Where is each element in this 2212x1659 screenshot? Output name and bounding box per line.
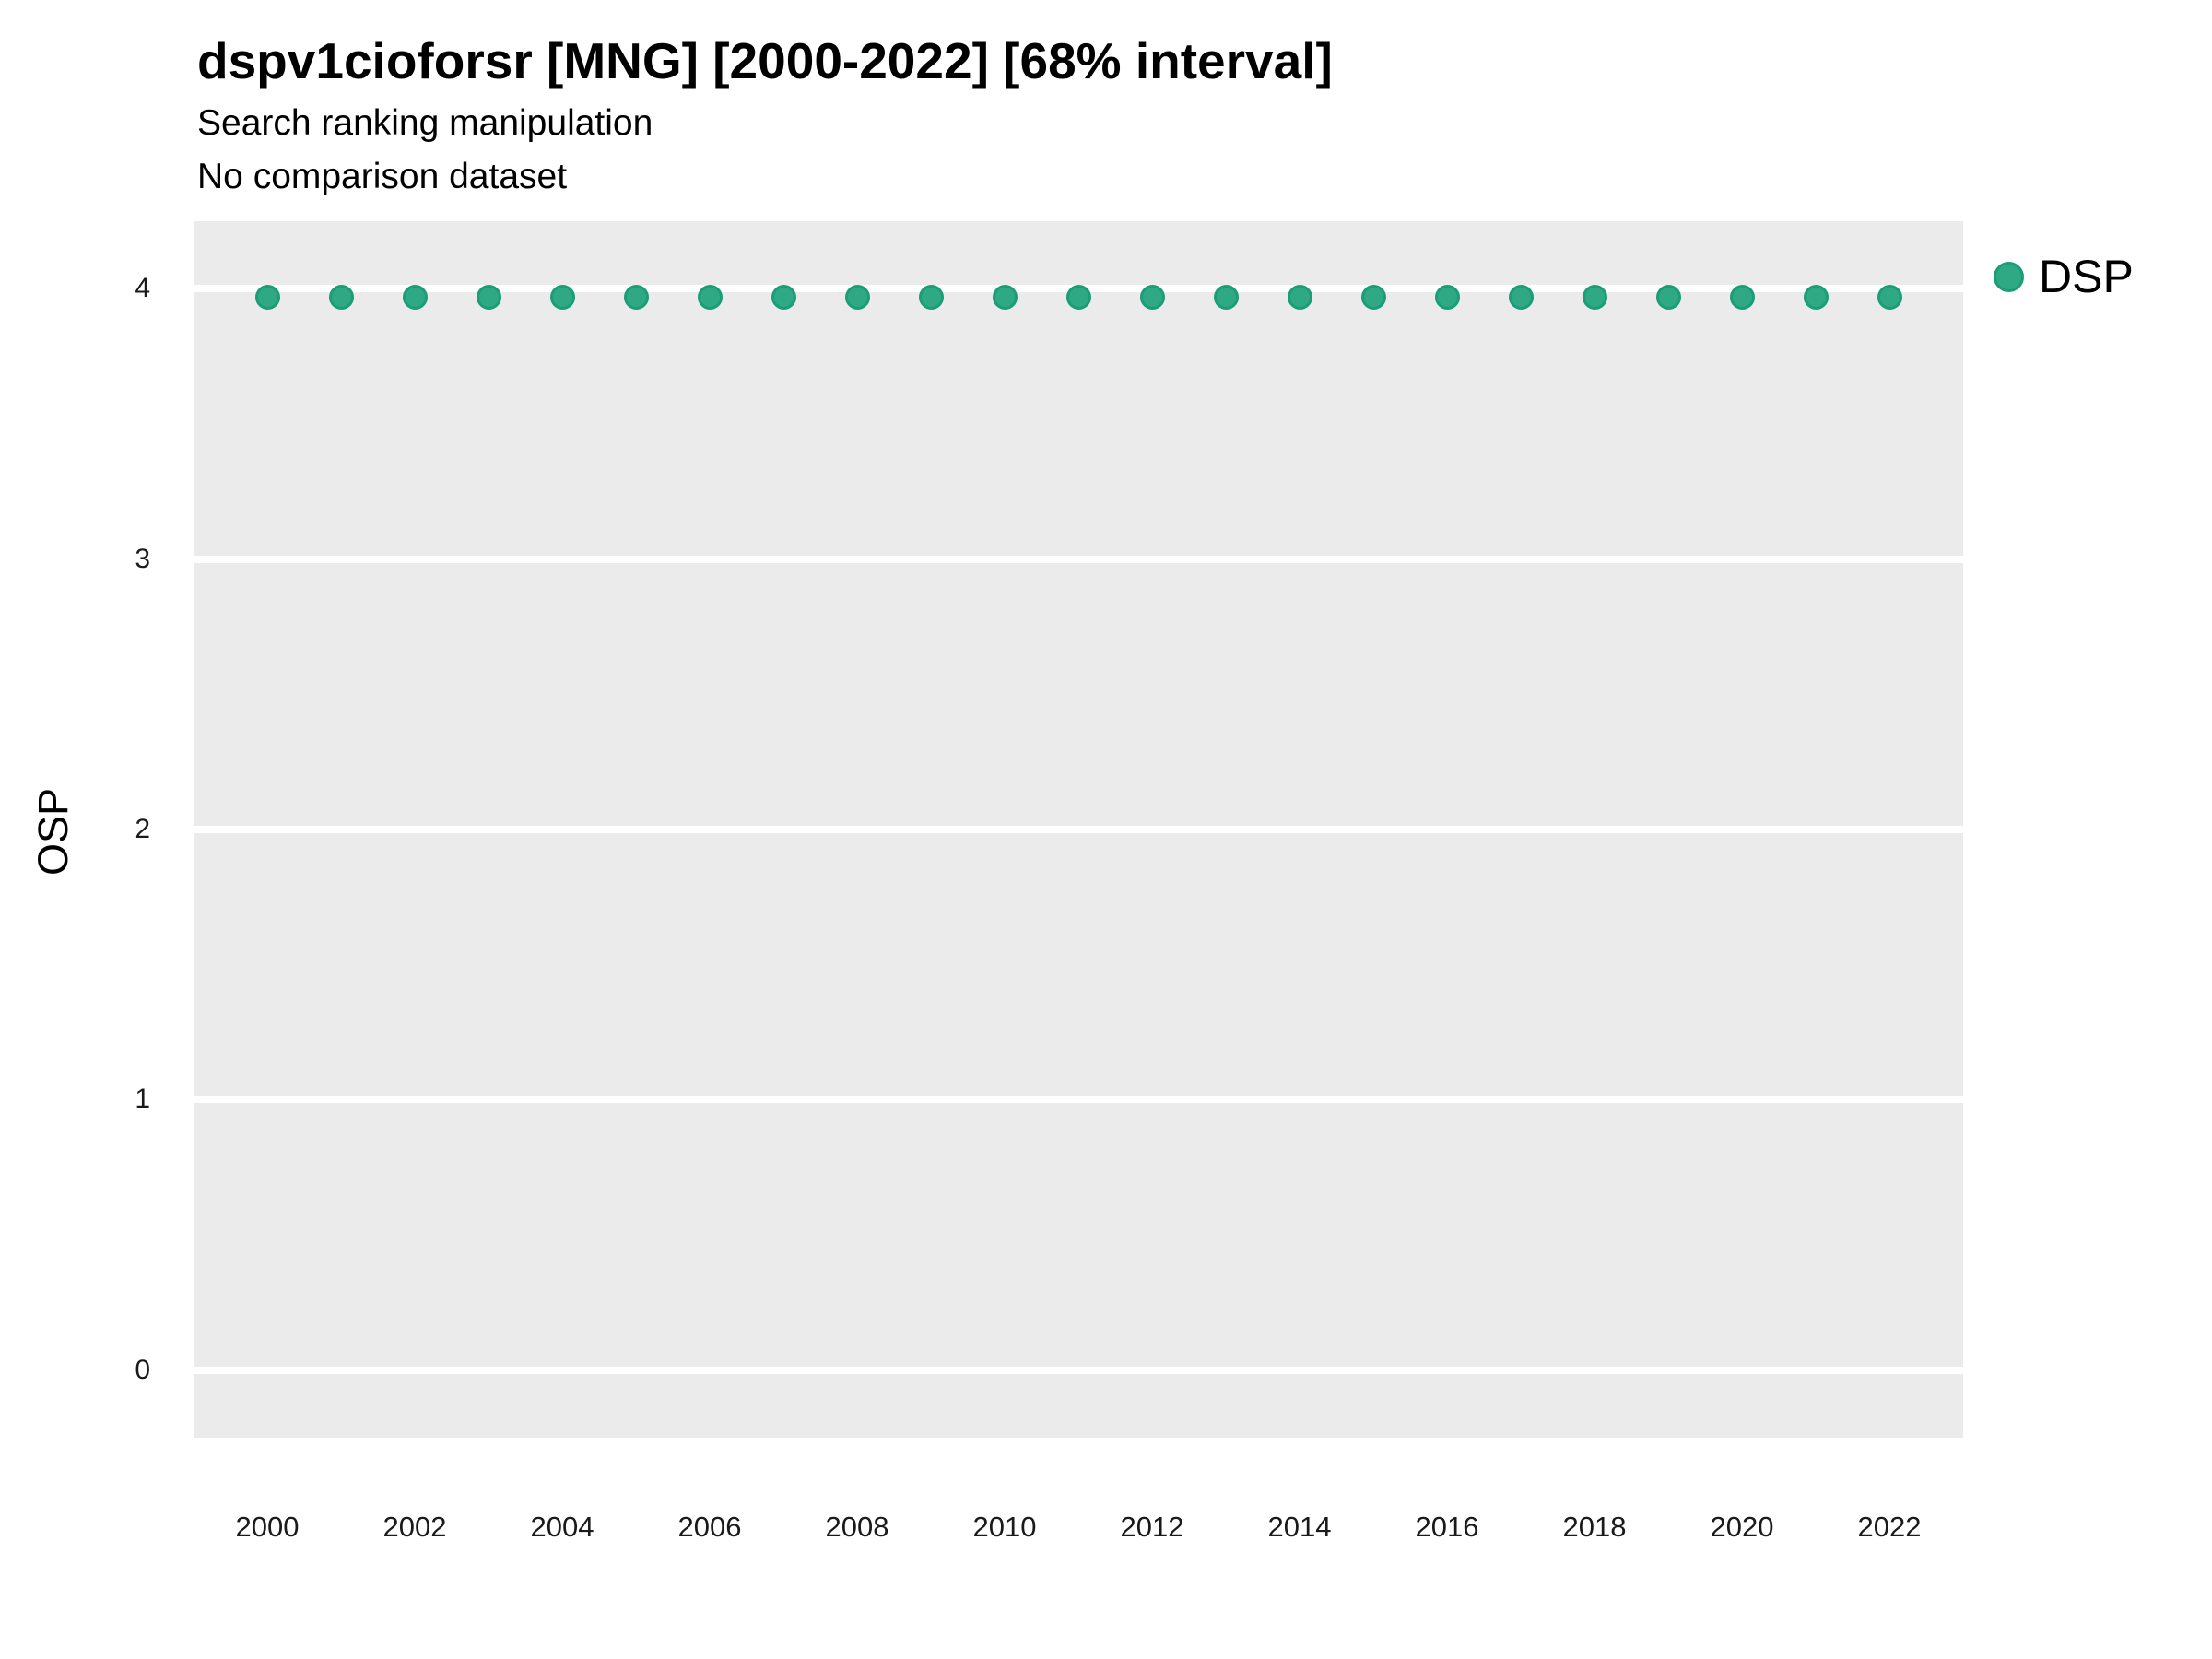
data-point-DSP-2002 [402,284,428,310]
data-point-DSP-2012 [1139,284,1165,310]
data-point-DSP-2018 [1582,284,1607,310]
y-tick-label-0: 0 [135,1354,150,1385]
gridline-y-3 [194,555,1963,563]
x-tick-label-2016: 2016 [1415,1511,1479,1543]
legend-marker-icon [1994,261,2024,292]
x-tick-label-2020: 2020 [1710,1511,1774,1543]
x-tick-label-2000: 2000 [235,1511,300,1543]
data-point-DSP-2011 [1065,284,1091,310]
data-point-DSP-2022 [1877,284,1902,310]
x-tick-label-2002: 2002 [382,1511,447,1543]
x-tick-label-2012: 2012 [1120,1511,1184,1543]
y-tick-label-3: 3 [135,543,150,574]
data-point-DSP-2021 [1803,284,1829,310]
chart-title: dspv1cioforsr [MNG] [2000-2022] [68% int… [197,32,1333,89]
data-point-DSP-2000 [254,284,280,310]
x-tick-label-2006: 2006 [677,1511,742,1543]
y-tick-label-2: 2 [135,814,150,844]
data-point-DSP-2014 [1287,284,1312,310]
chart-note: No comparison dataset [197,157,568,196]
legend: DSP [1994,251,2134,302]
gridline-y-0 [194,1366,1963,1374]
y-tick-label-1: 1 [135,1084,150,1115]
legend-label: DSP [2039,251,2134,302]
plot-panel [194,221,1963,1438]
data-point-DSP-2015 [1360,284,1386,310]
data-point-DSP-2020 [1729,284,1755,310]
data-point-DSP-2008 [844,284,870,310]
x-tick-label-2008: 2008 [825,1511,889,1543]
gridline-y-1 [194,1096,1963,1104]
chart-subtitle: Search ranking manipulation [197,103,653,143]
data-point-DSP-2004 [549,284,575,310]
y-tick-label-4: 4 [135,273,150,304]
x-tick-label-2004: 2004 [530,1511,594,1543]
data-point-DSP-2017 [1508,284,1534,310]
data-point-DSP-2007 [771,284,796,310]
x-tick-label-2014: 2014 [1267,1511,1332,1543]
data-point-DSP-2009 [918,284,944,310]
data-point-DSP-2013 [1213,284,1239,310]
gridline-y-2 [194,826,1963,833]
data-point-DSP-2005 [623,284,649,310]
data-point-DSP-2016 [1434,284,1460,310]
data-point-DSP-2003 [476,284,501,310]
data-point-DSP-2006 [697,284,723,310]
data-point-DSP-2001 [328,284,354,310]
data-point-DSP-2010 [992,284,1018,310]
x-tick-label-2010: 2010 [972,1511,1037,1543]
x-tick-label-2022: 2022 [1857,1511,1922,1543]
data-point-DSP-2019 [1655,284,1681,310]
x-tick-label-2018: 2018 [1562,1511,1627,1543]
